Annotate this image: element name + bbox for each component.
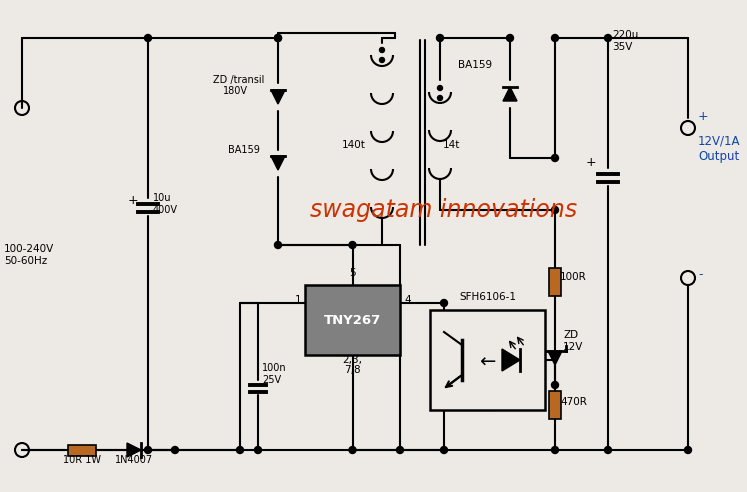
Text: 1: 1 (294, 295, 301, 305)
Circle shape (551, 154, 559, 161)
Text: 220u: 220u (612, 30, 639, 40)
Circle shape (438, 95, 442, 100)
Circle shape (274, 34, 282, 41)
Text: +: + (128, 193, 138, 207)
Bar (68, 444, 96, 456)
Circle shape (237, 447, 244, 454)
Text: 1N4007: 1N4007 (115, 455, 153, 465)
Bar (305, 285, 400, 355)
Circle shape (274, 242, 282, 248)
Text: 4: 4 (404, 295, 411, 305)
Circle shape (436, 34, 444, 41)
Text: TNY267: TNY267 (324, 313, 381, 327)
Text: 470R: 470R (560, 397, 587, 407)
Text: 14t: 14t (443, 140, 460, 150)
Circle shape (397, 447, 403, 454)
Text: 5: 5 (349, 268, 356, 278)
Text: +: + (698, 110, 709, 123)
Text: 100R: 100R (560, 272, 586, 282)
Text: SFH6106-1: SFH6106-1 (459, 292, 516, 302)
Bar (549, 391, 561, 419)
Circle shape (349, 447, 356, 454)
Circle shape (438, 86, 442, 91)
Text: BA159: BA159 (458, 60, 492, 70)
Circle shape (255, 447, 261, 454)
Text: 10u
400V: 10u 400V (153, 193, 178, 215)
Text: ZD /transil: ZD /transil (213, 75, 264, 85)
Circle shape (604, 447, 612, 454)
Text: BA159: BA159 (228, 145, 260, 155)
Circle shape (684, 447, 692, 454)
Text: 140t: 140t (342, 140, 366, 150)
Text: -: - (698, 268, 702, 281)
Circle shape (144, 447, 152, 454)
Polygon shape (502, 349, 520, 371)
Text: 100-240V
50-60Hz: 100-240V 50-60Hz (4, 244, 55, 266)
Circle shape (349, 242, 356, 248)
Circle shape (274, 34, 282, 41)
Text: 7,8: 7,8 (344, 365, 361, 375)
Text: ←: ← (479, 352, 495, 371)
Text: 12V/1A: 12V/1A (698, 135, 740, 148)
Text: 180V: 180V (223, 86, 248, 96)
Text: 10R 1W: 10R 1W (63, 455, 101, 465)
Circle shape (144, 34, 152, 41)
Text: 2,3,: 2,3, (343, 355, 362, 365)
Text: +: + (586, 155, 596, 168)
Circle shape (172, 447, 179, 454)
Text: ZD
12V: ZD 12V (563, 331, 583, 352)
Polygon shape (271, 90, 285, 104)
Circle shape (441, 447, 447, 454)
Polygon shape (548, 351, 562, 365)
Polygon shape (127, 443, 141, 457)
Polygon shape (271, 156, 285, 170)
Text: swagatam innovations: swagatam innovations (310, 198, 577, 222)
Circle shape (604, 34, 612, 41)
Circle shape (379, 58, 385, 62)
Circle shape (551, 447, 559, 454)
Circle shape (551, 34, 559, 41)
Text: Output: Output (698, 150, 740, 163)
Circle shape (379, 48, 385, 53)
Circle shape (551, 381, 559, 389)
Circle shape (551, 207, 559, 214)
Bar (430, 310, 545, 410)
Text: 100n
25V: 100n 25V (262, 364, 287, 385)
Bar (549, 268, 561, 296)
Circle shape (506, 34, 513, 41)
Polygon shape (503, 87, 517, 101)
Circle shape (441, 300, 447, 307)
Text: 35V: 35V (612, 42, 633, 52)
